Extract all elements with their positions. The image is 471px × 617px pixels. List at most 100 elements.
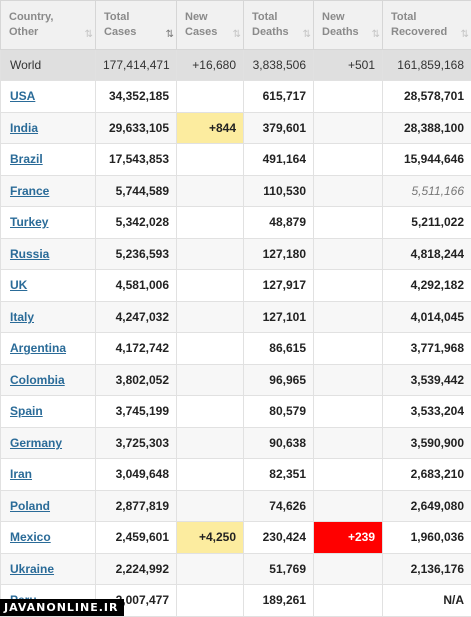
total-recovered-cell: 2,649,080 (383, 490, 471, 522)
total-recovered-cell: 5,511,166 (383, 175, 471, 207)
new-cases-cell (177, 553, 244, 585)
total-cases-cell: 17,543,853 (96, 144, 177, 176)
new-cases-cell (177, 427, 244, 459)
country-cell: Spain (1, 396, 96, 428)
country-cell: Turkey (1, 207, 96, 239)
country-cell: Russia (1, 238, 96, 270)
country-link[interactable]: UK (10, 278, 27, 292)
new-deaths-cell (314, 396, 383, 428)
total-deaths-cell: 86,615 (244, 333, 314, 365)
new-cases-cell: +16,680 (177, 50, 244, 81)
total-deaths-cell: 615,717 (244, 81, 314, 113)
country-link[interactable]: USA (10, 89, 35, 103)
new-deaths-cell: +501 (314, 50, 383, 81)
country-link[interactable]: Iran (10, 467, 32, 481)
country-link[interactable]: Ukraine (10, 562, 54, 576)
new-cases-cell (177, 459, 244, 491)
country-link[interactable]: France (10, 184, 49, 198)
total-deaths-cell: 230,424 (244, 522, 314, 554)
country-cell: World (1, 50, 96, 81)
total-recovered-cell: 28,578,701 (383, 81, 471, 113)
total-recovered-cell: 4,818,244 (383, 238, 471, 270)
sort-icon[interactable]: ⇅ (233, 27, 239, 42)
new-cases-cell (177, 490, 244, 522)
total-recovered-cell: 3,590,900 (383, 427, 471, 459)
total-deaths-cell: 82,351 (244, 459, 314, 491)
total-cases-cell: 3,049,648 (96, 459, 177, 491)
country-link[interactable]: Spain (10, 404, 43, 418)
total-deaths-cell: 379,601 (244, 112, 314, 144)
new-deaths-cell (314, 364, 383, 396)
total-deaths-cell: 3,838,506 (244, 50, 314, 81)
new-deaths-cell (314, 553, 383, 585)
new-cases-cell (177, 301, 244, 333)
total-deaths-cell: 127,101 (244, 301, 314, 333)
total-recovered-cell: 2,683,210 (383, 459, 471, 491)
total-deaths-cell: 48,879 (244, 207, 314, 239)
new-deaths-cell (314, 144, 383, 176)
country-cell: Argentina (1, 333, 96, 365)
total-recovered-cell: 4,292,182 (383, 270, 471, 302)
new-cases-cell (177, 270, 244, 302)
total-recovered-cell: 3,533,204 (383, 396, 471, 428)
country-cell: USA (1, 81, 96, 113)
total-deaths-cell: 74,626 (244, 490, 314, 522)
new-cases-cell (177, 207, 244, 239)
country-cell: France (1, 175, 96, 207)
country-link[interactable]: Argentina (10, 341, 66, 355)
country-link[interactable]: Mexico (10, 530, 51, 544)
total-cases-cell: 4,247,032 (96, 301, 177, 333)
country-link[interactable]: Colombia (10, 373, 65, 387)
total-deaths-cell: 80,579 (244, 396, 314, 428)
new-deaths-cell (314, 427, 383, 459)
country-link[interactable]: Russia (10, 247, 49, 261)
country-cell: Colombia (1, 364, 96, 396)
sort-icon[interactable]: ⇅ (461, 27, 467, 42)
sort-icon[interactable]: ⇅ (372, 27, 378, 42)
country-link[interactable]: Brazil (10, 152, 43, 166)
total-recovered-cell: 2,136,176 (383, 553, 471, 585)
country-link[interactable]: Italy (10, 310, 34, 324)
total-cases-cell: 29,633,105 (96, 112, 177, 144)
new-cases-cell (177, 333, 244, 365)
new-cases-cell (177, 238, 244, 270)
new-deaths-cell (314, 112, 383, 144)
country-cell: Brazil (1, 144, 96, 176)
total-recovered-cell: 3,771,968 (383, 333, 471, 365)
country-link[interactable]: Turkey (10, 215, 48, 229)
new-cases-cell: +844 (177, 112, 244, 144)
header-country-label: Country,Other (9, 10, 89, 40)
total-cases-cell: 5,236,593 (96, 238, 177, 270)
new-deaths-cell (314, 175, 383, 207)
new-cases-cell (177, 364, 244, 396)
country-link[interactable]: Poland (10, 499, 50, 513)
country-link[interactable]: India (10, 121, 38, 135)
country-link[interactable]: Germany (10, 436, 62, 450)
sort-icon[interactable]: ⇅ (166, 27, 172, 42)
total-deaths-cell: 110,530 (244, 175, 314, 207)
country-cell: Italy (1, 301, 96, 333)
sort-icon[interactable]: ⇅ (85, 27, 91, 42)
new-cases-cell (177, 81, 244, 113)
total-deaths-cell: 90,638 (244, 427, 314, 459)
header-country[interactable]: Country,Other⇅ (1, 1, 96, 50)
sort-icon[interactable]: ⇅ (303, 27, 309, 42)
new-deaths-cell (314, 301, 383, 333)
total-deaths-cell: 96,965 (244, 364, 314, 396)
